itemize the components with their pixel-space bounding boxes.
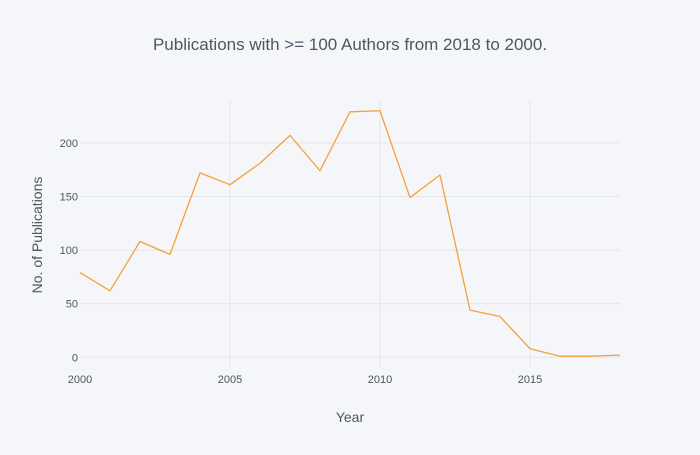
x-tick-label: 2000 [68, 374, 92, 386]
y-tick-label: 150 [60, 191, 78, 203]
y-axis-title: No. of Publications [29, 177, 45, 294]
x-tick-label: 2005 [218, 374, 242, 386]
x-tick-label: 2015 [518, 374, 542, 386]
y-tick-label: 0 [72, 352, 78, 364]
x-tick-label: 2010 [368, 374, 392, 386]
y-tick-label: 50 [66, 299, 78, 311]
chart-title: Publications with >= 100 Authors from 20… [153, 35, 547, 54]
y-tick-label: 100 [60, 245, 78, 257]
series-layer [79, 110, 621, 357]
grid-layer [80, 100, 620, 368]
x-axis-title: Year [336, 409, 365, 425]
y-tick-label: 200 [60, 138, 78, 150]
tick-labels: 0 50 100 150 200 2000 2005 2010 2015 [60, 138, 543, 386]
series-line [79, 110, 621, 357]
